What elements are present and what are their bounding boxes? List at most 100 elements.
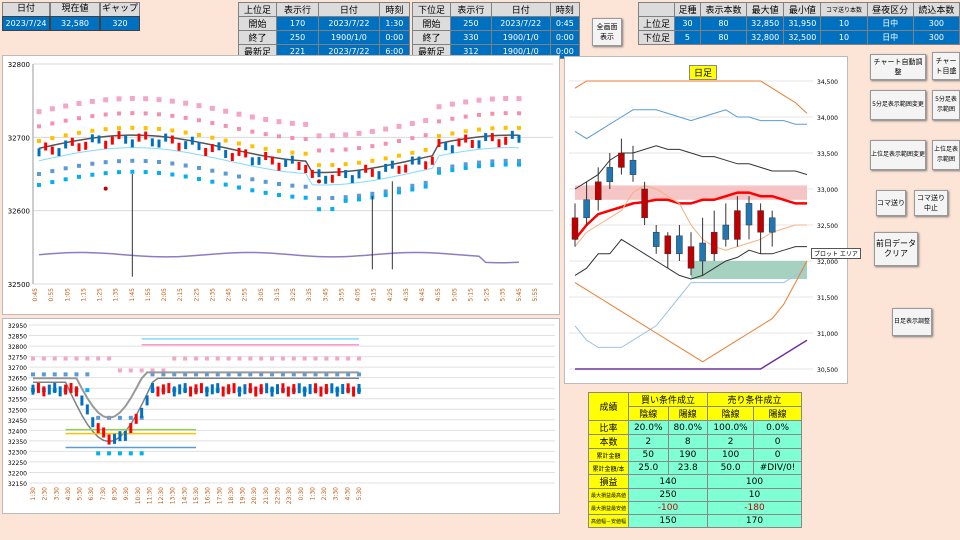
step-stop-button[interactable]: コマ送り 中止 <box>914 190 948 216</box>
lower-band-marker <box>423 184 428 189</box>
show-5min-range-button[interactable]: 5分足表示範囲変更 <box>870 90 926 120</box>
mid-band-marker <box>263 146 268 151</box>
y-tick-label: 32850 <box>8 334 27 341</box>
candle <box>444 142 448 151</box>
lower-band-marker <box>490 159 495 164</box>
clear-previous-day-button[interactable]: 前日データ クリア <box>874 232 918 266</box>
daily-marks <box>571 80 808 370</box>
lower-val: 330 <box>450 30 492 45</box>
mid-band-marker <box>210 135 215 140</box>
candle <box>221 386 225 397</box>
lower-band-marker <box>197 165 201 170</box>
candle <box>304 165 308 174</box>
chart-scale-button[interactable]: チャート目盛 <box>932 52 960 80</box>
lower-band-marker <box>343 198 348 203</box>
show-5min-range-button-2[interactable]: 5分足表示範囲 <box>932 90 960 120</box>
candle <box>113 433 116 444</box>
upper-band-marker <box>223 108 229 114</box>
y-tick-label: 32400 <box>8 428 27 435</box>
mid-band-marker <box>250 144 255 149</box>
upper-band-marker <box>290 135 295 140</box>
candle <box>190 136 194 145</box>
candle <box>319 386 323 397</box>
fullscreen-button[interactable]: 全画面 表示 <box>592 18 622 46</box>
settings-hdr <box>638 2 675 17</box>
upper-range-change-button[interactable]: 上位足表示範囲変更 <box>870 140 926 170</box>
upper-val: 170 <box>275 16 320 31</box>
x-tick-label: 0:45 <box>32 288 39 302</box>
upper-band-marker <box>49 106 55 112</box>
upper-band-marker <box>129 95 135 101</box>
lower-envelope-line <box>574 260 808 363</box>
upper-band-marker <box>330 148 335 153</box>
upper-band-marker <box>183 115 188 120</box>
candle <box>124 135 128 144</box>
y-tick-label: 32300 <box>8 449 27 456</box>
x-tick-label: 13:30 <box>170 487 177 504</box>
y-tick-label: 31,000 <box>817 331 838 338</box>
step-forward-button[interactable]: コマ送り <box>876 190 906 216</box>
candle <box>276 384 279 395</box>
settings-val: 30 <box>674 16 701 31</box>
candle <box>297 162 301 171</box>
lower-band-marker <box>490 163 495 168</box>
upper-band-marker <box>280 356 285 361</box>
lower-band-marker <box>197 176 201 181</box>
upper-band-marker <box>396 123 402 129</box>
stats-sub-header: 陰線 <box>628 406 669 421</box>
upper-band-marker <box>117 111 121 116</box>
lower-band-marker <box>226 372 231 377</box>
price-header: 現在値 <box>50 2 100 17</box>
candle <box>137 133 141 142</box>
date-value: 2023/7/24 <box>2 16 50 31</box>
upper-band-marker <box>248 356 253 361</box>
y-tick-label: 33,500 <box>817 151 838 158</box>
lower-band-marker <box>237 174 241 179</box>
candle <box>69 382 73 393</box>
upper-val: 0:00 <box>378 30 411 45</box>
stats-cell: 100 <box>706 474 803 489</box>
upper-band-marker <box>335 356 340 361</box>
upper-band-marker <box>150 368 155 373</box>
upper-band-marker <box>383 126 389 132</box>
upper-band-marker <box>143 96 149 102</box>
y-tick-label: 34,000 <box>817 115 838 122</box>
candle <box>437 139 441 148</box>
candle <box>308 384 312 395</box>
lower-band-marker <box>103 160 108 165</box>
upper-marks <box>36 95 522 277</box>
x-tick-label: 4:35 <box>403 288 410 302</box>
mid-band-marker <box>50 136 55 141</box>
x-tick-label: 2:30 <box>42 487 49 501</box>
lower-band-marker <box>303 184 308 189</box>
stats-cell: 170 <box>706 514 803 528</box>
candle <box>344 170 348 179</box>
lower-timeframe-chart[interactable]: 32950 32850 32800 32750 32700 32650 32600 32550… <box>2 318 560 514</box>
upper-band-marker <box>410 136 415 141</box>
upper-band-marker <box>370 144 375 149</box>
candle <box>151 383 155 394</box>
upper-timeframe-chart[interactable]: 32800 32700 32600 32500 0:45 0:55 1:05 1:15 1:2… <box>2 55 560 315</box>
lower-band-marker <box>63 177 68 182</box>
x-tick-label: 4:15 <box>371 288 378 302</box>
candle <box>237 147 241 156</box>
lower-band-marker <box>237 372 242 377</box>
chart-auto-adjust-button[interactable]: チャート自動調整 <box>870 54 926 80</box>
candle <box>464 134 468 143</box>
mid-band-marker <box>77 130 81 135</box>
lower-band-marker <box>150 372 155 377</box>
mid-band-marker <box>237 141 241 146</box>
lower-band-marker <box>263 179 268 184</box>
upper-band-marker <box>263 132 268 137</box>
candle <box>123 430 127 441</box>
mid-band-marker <box>290 150 295 155</box>
mid-band-marker <box>303 151 308 156</box>
daily-adjust-button[interactable]: 日足表示調整 <box>892 308 932 336</box>
lower-band-marker <box>330 206 335 211</box>
upper-range-change-button-2[interactable]: 上位足表示範囲 <box>932 140 960 170</box>
upper-band-marker <box>383 141 388 146</box>
candle <box>156 386 160 397</box>
upper-row-hdr: 表示行 <box>275 2 320 17</box>
daily-chart[interactable]: 34,500 34,000 33,500 33,000 32,500 32,000 31,5… <box>564 56 861 384</box>
daily-y-labels: 34,500 34,000 33,500 33,000 32,500 32,000 31,5… <box>817 79 838 374</box>
